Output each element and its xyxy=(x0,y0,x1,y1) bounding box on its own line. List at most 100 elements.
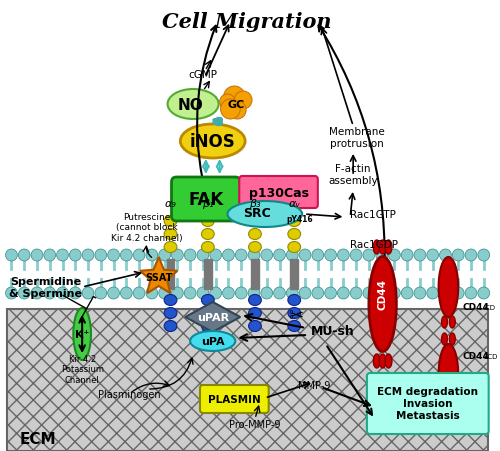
Circle shape xyxy=(82,287,94,299)
Text: CD44: CD44 xyxy=(378,279,388,310)
Text: Spermidine
& Spermine: Spermidine & Spermine xyxy=(10,276,83,298)
Circle shape xyxy=(56,287,68,299)
Circle shape xyxy=(56,249,68,262)
Ellipse shape xyxy=(248,308,262,319)
Ellipse shape xyxy=(168,90,218,120)
Polygon shape xyxy=(185,302,240,332)
Circle shape xyxy=(172,287,183,299)
Text: Rac1GTP: Rac1GTP xyxy=(350,210,396,220)
Ellipse shape xyxy=(385,354,392,368)
Text: Putrescine
(cannot block
Kir 4.2 channel): Putrescine (cannot block Kir 4.2 channel… xyxy=(111,212,183,242)
Circle shape xyxy=(236,249,247,262)
Circle shape xyxy=(376,287,388,299)
Circle shape xyxy=(465,249,477,262)
Ellipse shape xyxy=(164,308,177,319)
Text: F-actin
assembly: F-actin assembly xyxy=(328,164,378,185)
Circle shape xyxy=(338,287,349,299)
Ellipse shape xyxy=(202,242,214,253)
Bar xyxy=(290,259,298,290)
Text: NO: NO xyxy=(178,97,203,112)
Text: β₁: β₁ xyxy=(202,198,213,208)
Circle shape xyxy=(172,249,183,262)
Circle shape xyxy=(427,287,438,299)
Text: SSAT: SSAT xyxy=(145,272,172,282)
Circle shape xyxy=(465,287,477,299)
Circle shape xyxy=(286,287,298,299)
Text: Cell Migration: Cell Migration xyxy=(162,12,332,32)
Ellipse shape xyxy=(248,242,262,253)
Circle shape xyxy=(363,287,375,299)
Text: αᵥ: αᵥ xyxy=(288,198,300,208)
Circle shape xyxy=(248,287,260,299)
Text: ECD: ECD xyxy=(484,353,498,359)
Polygon shape xyxy=(140,258,177,294)
Circle shape xyxy=(82,249,94,262)
Bar xyxy=(166,259,174,290)
Ellipse shape xyxy=(442,333,448,345)
Ellipse shape xyxy=(228,202,302,227)
Circle shape xyxy=(184,249,196,262)
Text: FAK: FAK xyxy=(188,191,224,208)
Circle shape xyxy=(478,249,490,262)
Ellipse shape xyxy=(202,295,214,306)
Circle shape xyxy=(274,287,285,299)
Ellipse shape xyxy=(288,295,300,306)
Circle shape xyxy=(108,287,120,299)
Circle shape xyxy=(402,287,413,299)
Text: CD44: CD44 xyxy=(462,352,489,361)
Circle shape xyxy=(414,249,426,262)
Circle shape xyxy=(414,287,426,299)
Text: CD44: CD44 xyxy=(462,303,489,312)
Circle shape xyxy=(44,287,56,299)
Text: GC: GC xyxy=(228,100,245,110)
Circle shape xyxy=(31,249,43,262)
Circle shape xyxy=(248,249,260,262)
Circle shape xyxy=(18,287,30,299)
Circle shape xyxy=(6,287,18,299)
Circle shape xyxy=(261,287,272,299)
Ellipse shape xyxy=(385,240,392,254)
Text: ECM degradation
Invasion
Metastasis: ECM degradation Invasion Metastasis xyxy=(378,387,478,420)
Circle shape xyxy=(402,249,413,262)
Circle shape xyxy=(197,287,209,299)
Circle shape xyxy=(274,249,285,262)
Circle shape xyxy=(18,249,30,262)
Circle shape xyxy=(133,249,145,262)
Circle shape xyxy=(184,287,196,299)
Ellipse shape xyxy=(374,240,380,254)
Circle shape xyxy=(6,249,18,262)
Text: iNOS: iNOS xyxy=(190,133,236,151)
Ellipse shape xyxy=(288,308,300,319)
Ellipse shape xyxy=(164,216,177,227)
Circle shape xyxy=(222,249,234,262)
Ellipse shape xyxy=(248,229,262,240)
Text: K⁺: K⁺ xyxy=(75,329,90,339)
Text: PLASMIN: PLASMIN xyxy=(208,394,260,404)
Text: pY416: pY416 xyxy=(286,215,313,224)
Circle shape xyxy=(158,249,170,262)
Circle shape xyxy=(224,87,245,109)
Text: Rac1GDP: Rac1GDP xyxy=(350,239,398,249)
Circle shape xyxy=(388,249,400,262)
Ellipse shape xyxy=(180,125,245,159)
Circle shape xyxy=(286,249,298,262)
Text: uPAR: uPAR xyxy=(196,312,229,322)
Circle shape xyxy=(228,102,246,120)
Circle shape xyxy=(210,249,222,262)
Circle shape xyxy=(299,287,311,299)
Ellipse shape xyxy=(438,258,458,318)
Circle shape xyxy=(440,287,452,299)
Ellipse shape xyxy=(379,354,386,368)
Ellipse shape xyxy=(74,308,91,360)
Ellipse shape xyxy=(288,229,300,240)
Ellipse shape xyxy=(248,295,262,306)
Ellipse shape xyxy=(288,321,300,332)
Text: ECM: ECM xyxy=(20,432,56,446)
Circle shape xyxy=(350,249,362,262)
Circle shape xyxy=(388,287,400,299)
Circle shape xyxy=(376,249,388,262)
Circle shape xyxy=(210,287,222,299)
Ellipse shape xyxy=(288,242,300,253)
Ellipse shape xyxy=(164,321,177,332)
Text: ✂: ✂ xyxy=(288,306,304,324)
